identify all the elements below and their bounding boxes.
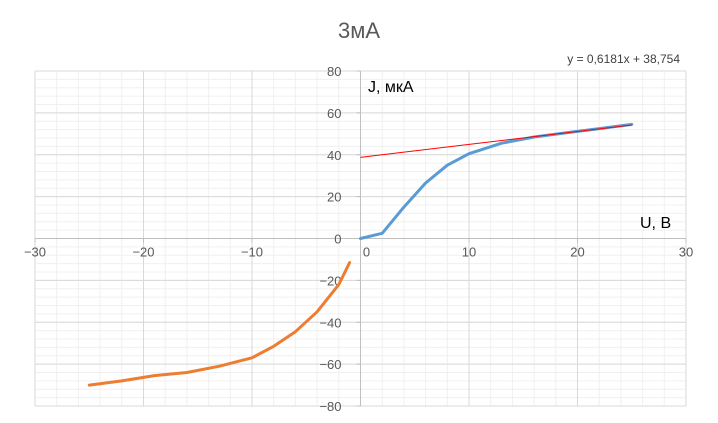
y-tick-label: 0: [334, 232, 341, 247]
x-tick-label: 0: [363, 245, 370, 260]
chart-title: 3мА: [338, 18, 380, 43]
y-axis-label: J, мкА: [368, 79, 414, 96]
series-lines: [87, 122, 634, 387]
y-tick-label: 20: [327, 190, 341, 205]
x-axis-label: U, В: [640, 215, 671, 232]
y-tick-label: 60: [327, 106, 341, 121]
series-line-2: [87, 261, 352, 387]
trendline: [360, 124, 632, 158]
x-tick-label: −10: [241, 245, 263, 260]
tick-labels: −30 −20 −10 0 10 20 30 −80 −60 −40 −20 0 20 40 60 80: [24, 64, 693, 414]
y-tick-label: −40: [319, 315, 341, 330]
x-tick-label: −30: [24, 245, 46, 260]
x-tick-label: 20: [570, 245, 584, 260]
y-tick-label: −60: [319, 357, 341, 372]
trendline-equation: y = 0,6181x + 38,754: [567, 52, 680, 66]
x-tick-label: 10: [462, 245, 476, 260]
x-tick-label: −20: [132, 245, 154, 260]
y-tick-label: 80: [327, 64, 341, 79]
y-tick-label: 40: [327, 148, 341, 163]
y-tick-label: −80: [319, 399, 341, 414]
x-tick-label: 30: [679, 245, 693, 260]
y-tick-label: −20: [319, 273, 341, 288]
